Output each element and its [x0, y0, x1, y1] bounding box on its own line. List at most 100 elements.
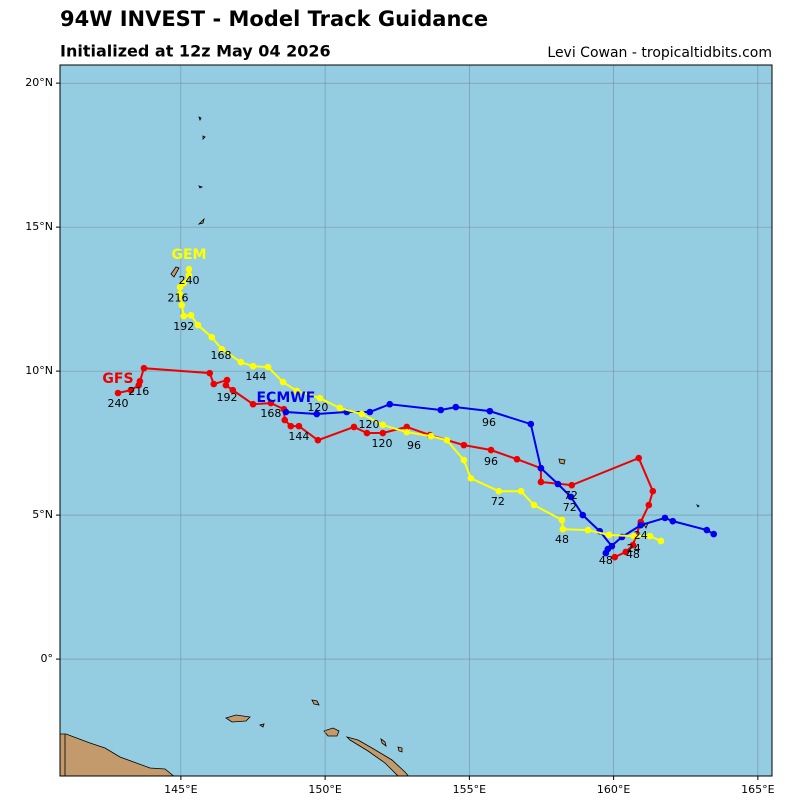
track-point [437, 406, 445, 414]
hour-label: 96 [407, 439, 421, 452]
track-point [537, 478, 545, 486]
hour-label: 24 [634, 529, 648, 542]
hour-label: 240 [178, 274, 199, 287]
track-point [316, 394, 324, 402]
track-point [452, 403, 460, 411]
hour-label: 192 [217, 391, 238, 404]
track-point [210, 380, 218, 388]
credit: Levi Cowan - tropicaltidbits.com [547, 45, 772, 61]
x-tick-label: 160°E [597, 783, 630, 796]
hour-label: 48 [555, 533, 569, 546]
track-point [661, 514, 669, 522]
track-point [249, 400, 257, 408]
track-point [530, 501, 538, 509]
x-tick-label: 145°E [164, 783, 197, 796]
track-point [703, 526, 711, 534]
track-point [282, 408, 290, 416]
track-point [206, 369, 214, 377]
track-point [313, 410, 321, 418]
track-point [336, 404, 344, 412]
track-point [486, 407, 494, 415]
track-point [185, 271, 193, 279]
track-point [513, 455, 521, 463]
hour-label: 96 [484, 455, 498, 468]
model-name: GEM [171, 247, 206, 263]
track-point [176, 290, 184, 298]
track-point [403, 428, 411, 436]
track-point [178, 301, 186, 309]
track-point [637, 521, 645, 529]
hour-label: 144 [245, 370, 266, 383]
track-point [287, 422, 295, 430]
track-point [281, 416, 289, 424]
y-tick-label: 20°N [25, 76, 53, 89]
track-point [460, 441, 468, 449]
land [60, 116, 700, 776]
hour-label: 168 [260, 407, 281, 420]
track-point [635, 454, 643, 462]
x-tick-label: 150°E [308, 783, 341, 796]
hour-label: 168 [210, 349, 231, 362]
track-point [223, 376, 231, 384]
track-point [229, 386, 237, 394]
track-point [237, 358, 245, 366]
hour-label: 216 [167, 291, 188, 304]
hour-label: 120 [307, 401, 328, 414]
track-point [218, 345, 226, 353]
track-point [554, 480, 562, 488]
hour-label: 120 [358, 418, 379, 431]
track-point [363, 429, 371, 437]
track-point [279, 378, 287, 386]
track-point [140, 364, 148, 372]
track-point [645, 501, 653, 509]
track-point [602, 549, 610, 557]
track-point [403, 423, 411, 431]
track-point [646, 532, 654, 540]
hour-label: 144 [288, 430, 309, 443]
track-point [517, 487, 525, 495]
track-point [180, 279, 188, 287]
model-name: ECMWF [256, 390, 315, 406]
y-tick-label: 0° [41, 652, 54, 665]
hour-label: 120 [371, 437, 392, 450]
y-tick-label: 5°N [32, 508, 53, 521]
hour-label: 72 [564, 489, 578, 502]
track-point [495, 487, 503, 495]
track-point [622, 548, 630, 556]
y-tick-label: 10°N [25, 364, 53, 377]
track-point [386, 400, 394, 408]
track-point [187, 311, 195, 319]
y-tick-label: 15°N [25, 220, 53, 233]
hour-label: 240 [107, 397, 128, 410]
track-point [527, 420, 535, 428]
track-point [264, 363, 272, 371]
track-point [379, 429, 387, 437]
hour-label: 72 [491, 495, 505, 508]
hour-label: 48 [626, 548, 640, 561]
track-point [487, 446, 495, 454]
track-point [379, 421, 387, 429]
track-point [558, 516, 566, 524]
track-point [208, 333, 216, 341]
track-point [584, 526, 592, 534]
track-point [567, 493, 575, 501]
track-point [295, 422, 303, 430]
track-point [608, 542, 616, 550]
track-point [657, 537, 665, 545]
track-point [611, 553, 619, 561]
track-point [249, 362, 257, 370]
hour-label: 24 [627, 542, 641, 555]
chart-subtitle: Initialized at 12z May 04 2026 [60, 42, 331, 61]
track-point [267, 399, 275, 407]
track-point [350, 423, 358, 431]
track-point [180, 312, 188, 320]
track-point [194, 321, 202, 329]
track-point [629, 541, 637, 549]
hour-label: 48 [599, 554, 613, 567]
track-point [314, 436, 322, 444]
hour-label: 192 [173, 320, 194, 333]
track-point [559, 525, 567, 533]
track-point [710, 530, 718, 538]
model-name: GFS [102, 371, 133, 387]
